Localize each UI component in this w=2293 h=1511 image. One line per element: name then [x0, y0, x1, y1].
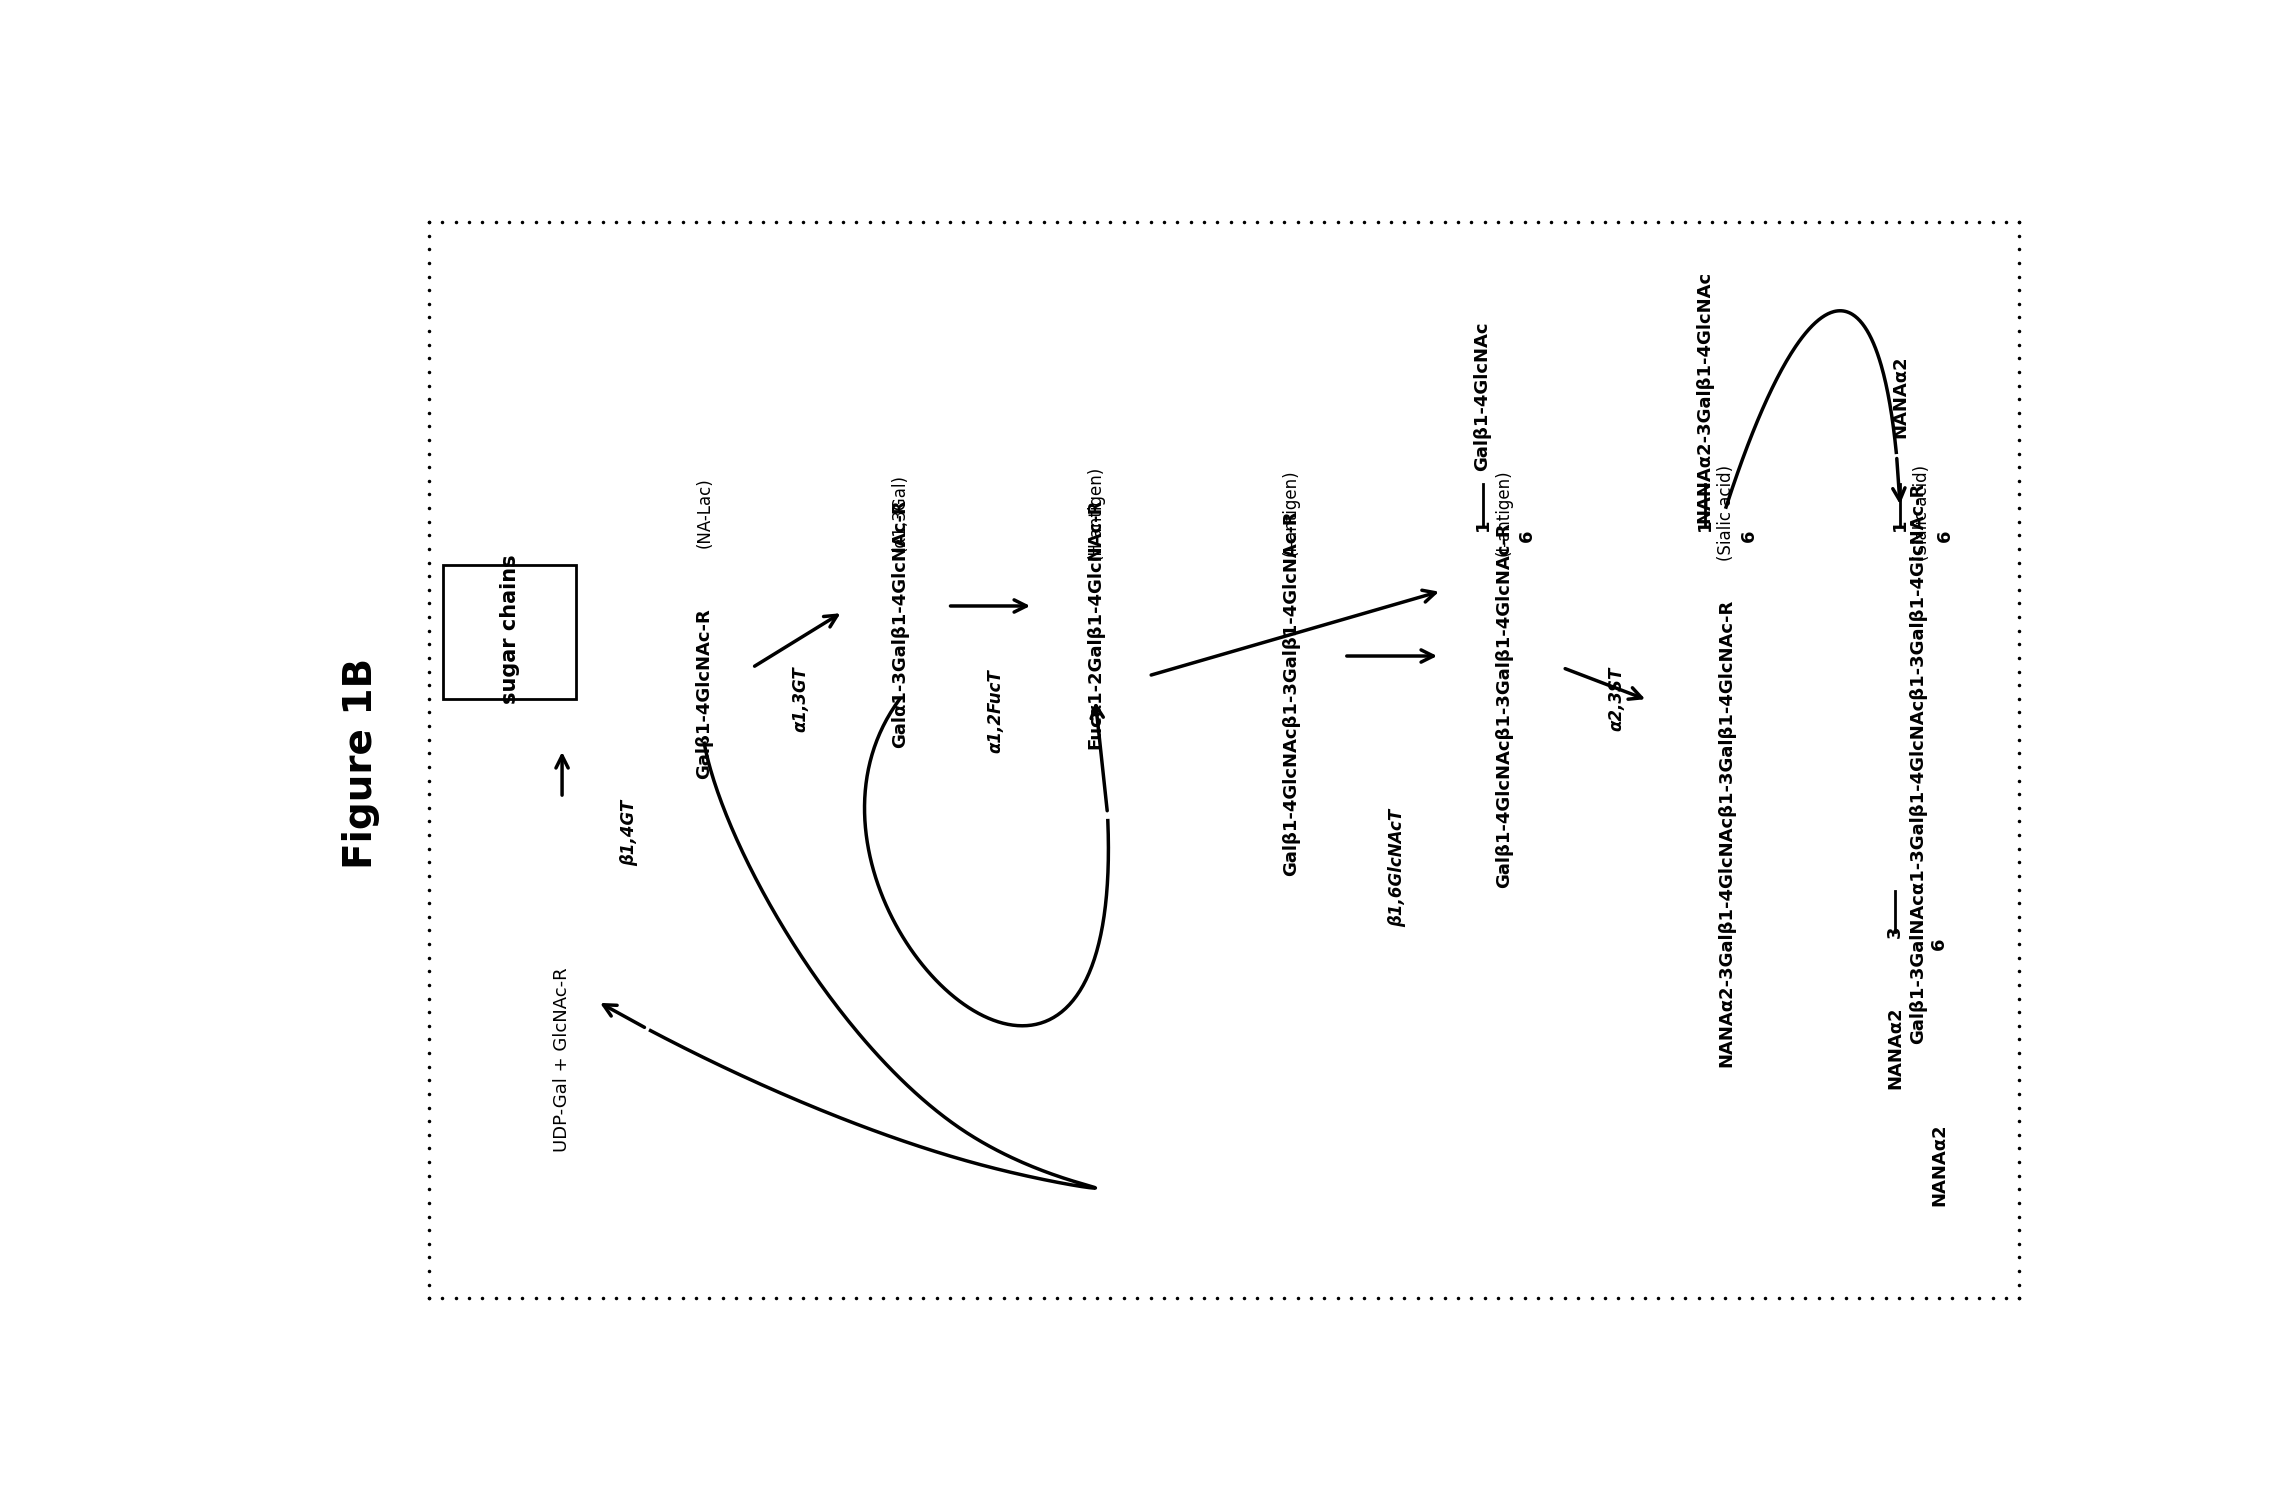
Bar — [443, 565, 576, 700]
Text: 3: 3 — [1885, 926, 1903, 938]
Text: 1: 1 — [1892, 518, 1910, 530]
Text: α1,3GT: α1,3GT — [791, 666, 809, 731]
Text: NANAα2-3Galβ1-4GlcNAcβ1-3Galβ1-4GlcNAc-R: NANAα2-3Galβ1-4GlcNAcβ1-3Galβ1-4GlcNAc-R — [1717, 598, 1736, 1067]
Text: (H-antigen): (H-antigen) — [1087, 465, 1105, 561]
Text: α1,2FucT: α1,2FucT — [986, 669, 1004, 752]
Text: Fucα1-2Galβ1-4GlcNAc-R: Fucα1-2Galβ1-4GlcNAc-R — [1087, 499, 1105, 748]
Text: UDP-Gal + GlcNAc-R: UDP-Gal + GlcNAc-R — [553, 967, 571, 1151]
Text: Galβ1-4GlcNAcβ1-3Galβ1-4GlcNAc-R: Galβ1-4GlcNAcβ1-3Galβ1-4GlcNAc-R — [1282, 511, 1300, 876]
Text: Galβ1-4GlcNAc-R: Galβ1-4GlcNAc-R — [695, 607, 713, 778]
Text: 6: 6 — [1518, 530, 1536, 542]
Text: Galβ1-4GlcNAcβ1-3Galβ1-4GlcNAc-R: Galβ1-4GlcNAcβ1-3Galβ1-4GlcNAc-R — [1495, 523, 1513, 887]
Text: 6: 6 — [1935, 530, 1954, 542]
Text: NANAα2: NANAα2 — [1892, 355, 1910, 438]
Text: (Sialic acid): (Sialic acid) — [1912, 465, 1931, 561]
Text: 1: 1 — [1474, 518, 1490, 530]
Text: (α1,3Gal): (α1,3Gal) — [890, 474, 908, 552]
Text: 6: 6 — [1931, 937, 1949, 949]
Text: (Sialic acid): (Sialic acid) — [1717, 465, 1736, 561]
Text: (NA-Lac): (NA-Lac) — [695, 477, 713, 548]
Text: Galα1-3Galβ1-4GlcNAc-R: Galα1-3Galβ1-4GlcNAc-R — [890, 499, 908, 748]
Text: 1: 1 — [1697, 518, 1713, 530]
Text: NANAα2-3Galβ1-4GlcNAc: NANAα2-3Galβ1-4GlcNAc — [1697, 270, 1713, 523]
Text: β1,4GT: β1,4GT — [621, 799, 637, 866]
Text: Figure 1B: Figure 1B — [342, 657, 381, 869]
Text: (I-antigen): (I-antigen) — [1495, 470, 1513, 556]
Text: NANAα2: NANAα2 — [1931, 1123, 1949, 1206]
Text: sugar chains: sugar chains — [500, 555, 521, 704]
Text: NANAα2: NANAα2 — [1885, 1006, 1903, 1089]
Text: (I-antigen): (I-antigen) — [1282, 470, 1300, 556]
Text: 6: 6 — [1740, 530, 1759, 542]
Text: α2,3ST: α2,3ST — [1607, 666, 1626, 731]
Text: Galβ1-3GalNAcα1-3Galβ1-4GlcNAcβ1-3Galβ1-4GlcNAc-R: Galβ1-3GalNAcα1-3Galβ1-4GlcNAcβ1-3Galβ1-… — [1910, 482, 1926, 1044]
Text: Galβ1-4GlcNAc: Galβ1-4GlcNAc — [1474, 322, 1490, 471]
Text: β1,6GlcNAcT: β1,6GlcNAcT — [1387, 808, 1406, 926]
